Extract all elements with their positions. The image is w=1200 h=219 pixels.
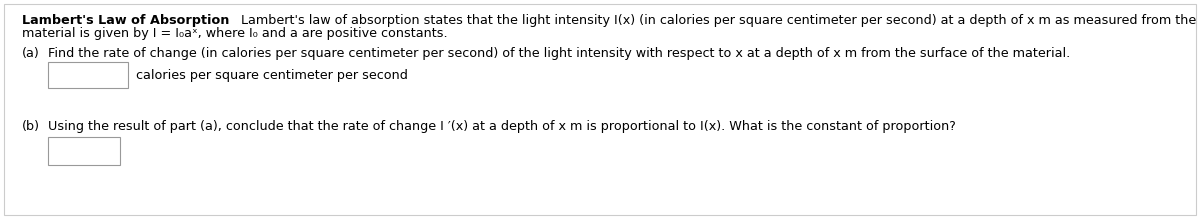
- Text: Find the rate of change (in calories per square centimeter per second) of the li: Find the rate of change (in calories per…: [48, 47, 1070, 60]
- Text: Lambert's Law of Absorption: Lambert's Law of Absorption: [22, 14, 229, 27]
- Bar: [48, 62, 128, 88]
- Text: Using the result of part (a), conclude that the rate of change I ′(x) at a depth: Using the result of part (a), conclude t…: [48, 120, 956, 133]
- Text: calories per square centimeter per second: calories per square centimeter per secon…: [136, 69, 408, 81]
- Text: (a): (a): [22, 47, 40, 60]
- Text: (b): (b): [22, 120, 40, 133]
- Bar: [48, 137, 120, 165]
- Text: Lambert's law of absorption states that the light intensity I(x) (in calories pe: Lambert's law of absorption states that …: [233, 14, 1200, 27]
- Text: material is given by I = I₀aˣ, where I₀ and a are positive constants.: material is given by I = I₀aˣ, where I₀ …: [22, 27, 448, 40]
